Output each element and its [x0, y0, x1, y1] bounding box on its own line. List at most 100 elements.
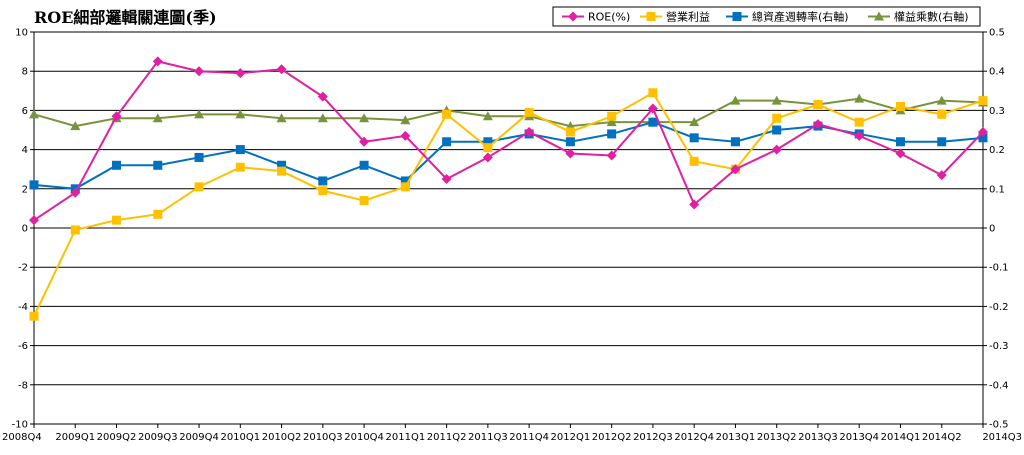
left-tick-label: -4: [18, 302, 28, 313]
x-tick-label: 2011Q4: [509, 432, 549, 443]
data-point: [648, 88, 658, 98]
data-point: [442, 137, 452, 147]
data-point: [194, 109, 205, 119]
data-point: [235, 162, 245, 172]
data-point: [359, 196, 369, 206]
legend-marker: [568, 11, 578, 22]
legend-label: 營業利益: [666, 10, 710, 24]
right-tick-label: 0.5: [989, 28, 1005, 39]
series-line: [33, 91, 984, 317]
x-tick-label: 2012Q3: [633, 432, 673, 443]
x-tick-label: 2013Q3: [798, 432, 838, 443]
x-tick-label: 2013Q2: [757, 432, 797, 443]
data-point: [854, 117, 864, 127]
data-point: [400, 176, 410, 186]
data-point: [400, 130, 411, 141]
x-tick-label: 2011Q1: [386, 432, 426, 443]
data-point: [194, 182, 204, 192]
data-point: [400, 182, 410, 192]
data-point: [152, 113, 163, 123]
x-tick-label: 2010Q3: [303, 432, 343, 443]
data-point: [276, 64, 287, 75]
x-tick-label: 2010Q4: [344, 432, 384, 443]
data-point: [771, 95, 782, 105]
series-layer: [29, 56, 988, 321]
data-point: [689, 133, 699, 143]
data-point: [606, 150, 617, 161]
data-point: [812, 119, 823, 130]
left-tick-label: 10: [15, 28, 28, 39]
series-line: [33, 97, 984, 128]
data-point: [359, 160, 369, 170]
data-point: [854, 93, 865, 103]
legend-label: 權益乘數(右軸): [894, 10, 969, 24]
data-point: [730, 95, 741, 105]
data-point: [565, 148, 576, 159]
data-point: [936, 170, 947, 181]
data-point: [194, 66, 205, 77]
legend-marker: [732, 12, 742, 21]
data-point: [235, 109, 246, 119]
legend-marker: [874, 11, 884, 21]
data-point: [730, 137, 740, 147]
data-point: [524, 107, 534, 117]
data-point: [277, 166, 287, 176]
data-point: [317, 113, 328, 123]
data-point: [318, 176, 328, 186]
legend-label: ROE(%): [588, 11, 630, 24]
data-point: [771, 144, 782, 155]
right-tick-label: 0.2: [989, 145, 1005, 156]
right-tick-label: 0: [989, 224, 995, 235]
data-point: [70, 225, 80, 235]
x-tick-label: 2010Q1: [220, 432, 260, 443]
data-point: [689, 199, 700, 210]
data-point: [937, 109, 947, 119]
data-point: [70, 187, 81, 198]
left-tick-label: -10: [12, 420, 28, 431]
x-tick-label: 2014Q1: [881, 432, 921, 443]
data-point: [29, 180, 39, 190]
left-tick-label: -2: [18, 263, 28, 274]
series-0: [29, 56, 988, 226]
right-tick-label: 0.3: [989, 106, 1005, 117]
x-tick-label: 2009Q2: [97, 432, 137, 443]
data-point: [70, 121, 81, 131]
left-tick-label: 4: [22, 145, 28, 156]
right-tick-label: -0.3: [989, 341, 1009, 352]
left-tick-label: 6: [22, 106, 28, 117]
data-point: [194, 152, 204, 162]
right-tick-label: 0.1: [989, 184, 1005, 195]
data-point: [482, 152, 493, 163]
data-point: [648, 117, 658, 127]
x-tick-label: 2008Q4: [2, 432, 42, 443]
left-tick-label: -6: [18, 341, 28, 352]
data-point: [276, 113, 287, 123]
data-point: [689, 156, 699, 166]
data-point: [112, 160, 122, 170]
data-point: [895, 101, 905, 111]
x-tick-label: 2009Q1: [55, 432, 95, 443]
left-tick-label: 8: [22, 67, 28, 78]
legend-box: [552, 6, 981, 27]
x-tick-label: 2012Q1: [551, 432, 591, 443]
data-point: [689, 117, 700, 127]
x-tick-label: 2009Q4: [179, 432, 219, 443]
data-point: [29, 215, 39, 226]
data-point: [730, 164, 741, 175]
data-point: [772, 113, 782, 123]
legend: ROE(%) 營業利益 總資產週轉率(右軸) 權益乘數(右軸): [552, 6, 981, 27]
right-tick-label: -0.4: [989, 380, 1009, 391]
data-point: [482, 111, 493, 121]
data-point: [441, 174, 452, 184]
data-point: [607, 111, 617, 121]
data-point: [235, 145, 245, 155]
data-point: [936, 95, 947, 105]
series-line: [33, 121, 984, 190]
data-point: [235, 68, 246, 79]
x-tick-label: 2012Q2: [592, 432, 632, 443]
axis-layer: -10 -8 -6 -4 -2 0 2 4 6 8 10 -0.5 -0.4 -0.3 -0.2 -0.1 0 0…: [2, 28, 1022, 444]
data-point: [400, 115, 411, 125]
x-tick-label: 2009Q3: [138, 432, 178, 443]
data-point: [978, 126, 988, 137]
data-point: [277, 160, 287, 170]
